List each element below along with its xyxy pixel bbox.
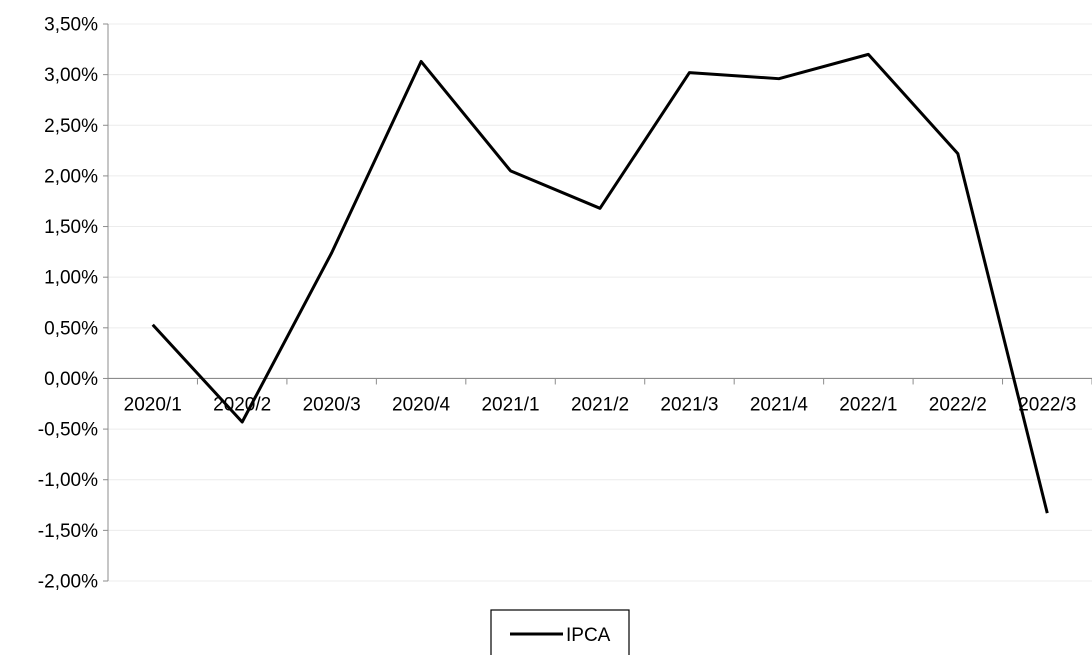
y-tick-label: -0,50%: [38, 420, 98, 441]
y-tick-label: -2,00%: [38, 572, 98, 593]
x-tick-label: 2021/2: [571, 394, 629, 415]
x-tick-label: 2022/3: [1018, 394, 1076, 415]
y-tick-label: 3,00%: [44, 65, 98, 86]
x-tick-label: 2021/1: [481, 394, 539, 415]
x-tick-label: 2022/2: [929, 394, 987, 415]
y-tick-label: 1,50%: [44, 217, 98, 238]
y-tick-label: 2,00%: [44, 166, 98, 187]
series-ipca: [153, 54, 1048, 513]
axes: [103, 24, 1092, 581]
x-tick-label: 2021/3: [660, 394, 718, 415]
y-tick-label: 0,50%: [44, 318, 98, 339]
x-tick-label: 2020/2: [213, 394, 271, 415]
y-tick-label: 3,50%: [44, 15, 98, 36]
y-tick-label: 0,00%: [44, 369, 98, 390]
legend: IPCA: [491, 610, 629, 655]
series-line-ipca: [153, 54, 1048, 513]
x-tick-label: 2022/1: [839, 394, 897, 415]
y-tick-label: 2,50%: [44, 116, 98, 137]
x-tick-label: 2020/4: [392, 394, 451, 415]
y-tick-label: -1,50%: [38, 521, 98, 542]
y-tick-label: 1,00%: [44, 268, 98, 289]
x-tick-label: 2020/3: [303, 394, 361, 415]
x-tick-label: 2020/1: [124, 394, 182, 415]
x-tick-labels: 2020/1 2020/2 2020/3 2020/4 2021/1 2021/2 2021…: [124, 394, 1077, 415]
legend-label-ipca: IPCA: [566, 625, 611, 646]
x-tick-label: 2021/4: [750, 394, 809, 415]
y-tick-label: -1,00%: [38, 470, 98, 491]
y-tick-labels: 3,50% 3,00% 2,50% 2,00% 1,50% 1,00% 0,50% 0,00%…: [38, 15, 98, 593]
gridlines: [108, 24, 1092, 581]
